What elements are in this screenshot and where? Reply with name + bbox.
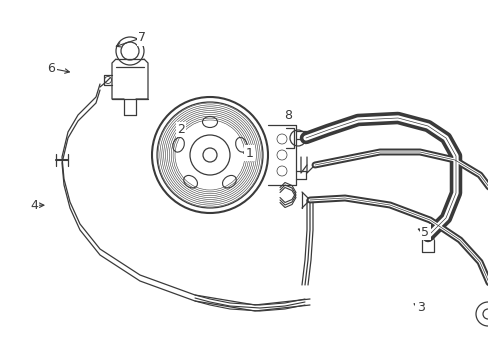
Text: 6: 6	[47, 62, 55, 75]
Text: 3: 3	[416, 301, 424, 314]
Text: 7: 7	[138, 31, 145, 44]
Text: 8: 8	[284, 109, 292, 122]
Text: 2: 2	[177, 123, 184, 136]
Text: 5: 5	[421, 226, 428, 239]
Text: 4: 4	[30, 199, 38, 212]
Text: 1: 1	[245, 147, 253, 159]
